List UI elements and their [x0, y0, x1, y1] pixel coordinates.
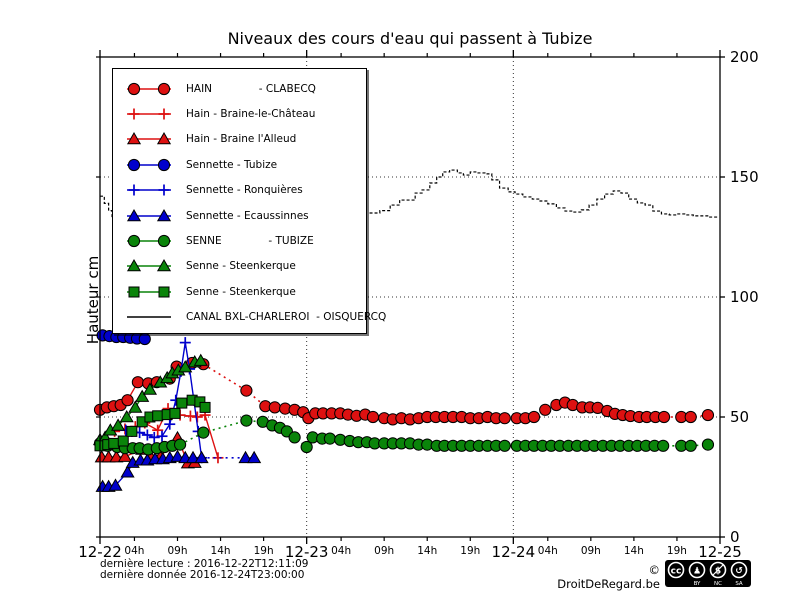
legend-label: HAIN - CLABECQ: [186, 82, 316, 95]
legend-label: Hain - Braine-le-Château: [186, 108, 316, 121]
x-hour-tick-label: 14h: [624, 545, 644, 557]
legend-label: SENNE - TUBIZE: [186, 235, 314, 248]
last-data-text: dernière donnée 2016-12-24T23:00:00: [100, 569, 305, 581]
y-tick-label: 50: [730, 408, 749, 426]
legend-label: Hain - Braine l'Alleud: [186, 133, 297, 146]
legend-label: Senne - Steenkerque: [186, 260, 296, 273]
svg-text:BY: BY: [694, 581, 701, 587]
x-hour-tick-label: 19h: [254, 545, 274, 557]
legend-label: Sennette - Ecaussinnes: [186, 209, 309, 222]
x-day-tick-label: 12-22: [78, 543, 122, 561]
legend-entry: Senne - Steenkerque: [123, 254, 366, 279]
axes: [96, 50, 725, 544]
x-hour-tick-label: 19h: [460, 545, 480, 557]
y-tick-label: 200: [730, 48, 759, 66]
circle-marker-icon: [127, 82, 171, 95]
x-hour-tick-label: 19h: [667, 545, 687, 557]
x-hour-tick-label: 09h: [581, 545, 601, 557]
copyright-text: © DroitDeRegard.be: [557, 563, 660, 591]
x-hour-tick-label: 09h: [167, 545, 187, 557]
circle-marker-icon: [127, 234, 171, 248]
x-day-tick-label: 12-25: [698, 543, 742, 561]
legend-entry: Sennette - Ronquières: [123, 178, 366, 203]
legend-box: HAIN - CLABECQ Hain - Braine-le-Château Ha…: [112, 68, 386, 334]
legend-entry: Senne - Steenkerque: [123, 279, 366, 304]
legend-entry: Hain - Braine l'Alleud: [123, 127, 366, 152]
x-hour-tick-label: 04h: [331, 545, 351, 557]
x-hour-tick-label: 04h: [538, 545, 558, 557]
plus-marker-icon: [127, 184, 171, 196]
svg-text:↺: ↺: [735, 567, 743, 577]
chart-title: Niveaux des cours d'eau qui passent à Tu…: [227, 29, 593, 48]
y-tick-label: 0: [730, 528, 740, 546]
svg-text:$: $: [715, 567, 721, 577]
x-day-tick-label: 12-23: [285, 543, 329, 561]
x-hour-tick-label: 09h: [374, 545, 394, 557]
legend-label: Sennette - Tubize: [186, 158, 278, 171]
last-reading-text: dernière lecture : 2016-12-22T12:11:09: [100, 558, 309, 570]
legend-entry: Sennette - Tubize: [123, 152, 366, 177]
legend-label: Sennette - Ronquières: [186, 184, 303, 197]
legend-entry: SENNE - TUBIZE: [123, 228, 366, 253]
svg-text:♟: ♟: [693, 567, 701, 577]
triangle-marker-icon: [126, 208, 172, 221]
triangle-marker-icon: [126, 132, 172, 145]
series-sennette-ecaussinnes: [95, 449, 262, 492]
legend-entry: HAIN - CLABECQ: [123, 76, 366, 101]
x-hour-tick-label: 04h: [124, 545, 144, 557]
x-day-tick-label: 12-24: [492, 543, 536, 561]
circle-marker-icon: [127, 158, 171, 171]
series-hain-clabecq: [93, 356, 715, 426]
y-tick-label: 100: [730, 288, 759, 306]
square-marker-icon: [127, 286, 171, 298]
legend-label: Senne - Steenkerque: [186, 285, 296, 298]
x-hour-tick-label: 14h: [417, 545, 437, 557]
series-senne-steenkerque-square-: [94, 394, 211, 452]
series-senne-tubize: [93, 414, 715, 456]
plus-marker-icon: [127, 108, 171, 120]
line-marker-icon: [127, 316, 171, 318]
legend-label: CANAL BXL-CHARLEROI - OISQUERCQ: [186, 311, 387, 324]
legend-entry: CANAL BXL-CHARLEROI - OISQUERCQ: [123, 305, 386, 330]
svg-text:NC: NC: [714, 581, 722, 587]
triangle-marker-icon: [126, 259, 172, 272]
tick-labels: 12-22 12-23 12-24 12-25 04h 09h 14h 19h 04h 09h 14…: [78, 48, 758, 561]
legend-entry: Hain - Braine-le-Château: [123, 101, 366, 126]
legend-entry: Sennette - Ecaussinnes: [123, 203, 366, 228]
svg-text:SA: SA: [735, 581, 743, 587]
svg-text:cc: cc: [671, 567, 682, 577]
y-axis-label: Hauteur cm: [84, 255, 102, 345]
y-tick-label: 150: [730, 168, 759, 186]
x-hour-tick-label: 14h: [211, 545, 231, 557]
cc-license-badge-icon: cc ♟ $ ↺ BY NC SA: [665, 560, 751, 587]
